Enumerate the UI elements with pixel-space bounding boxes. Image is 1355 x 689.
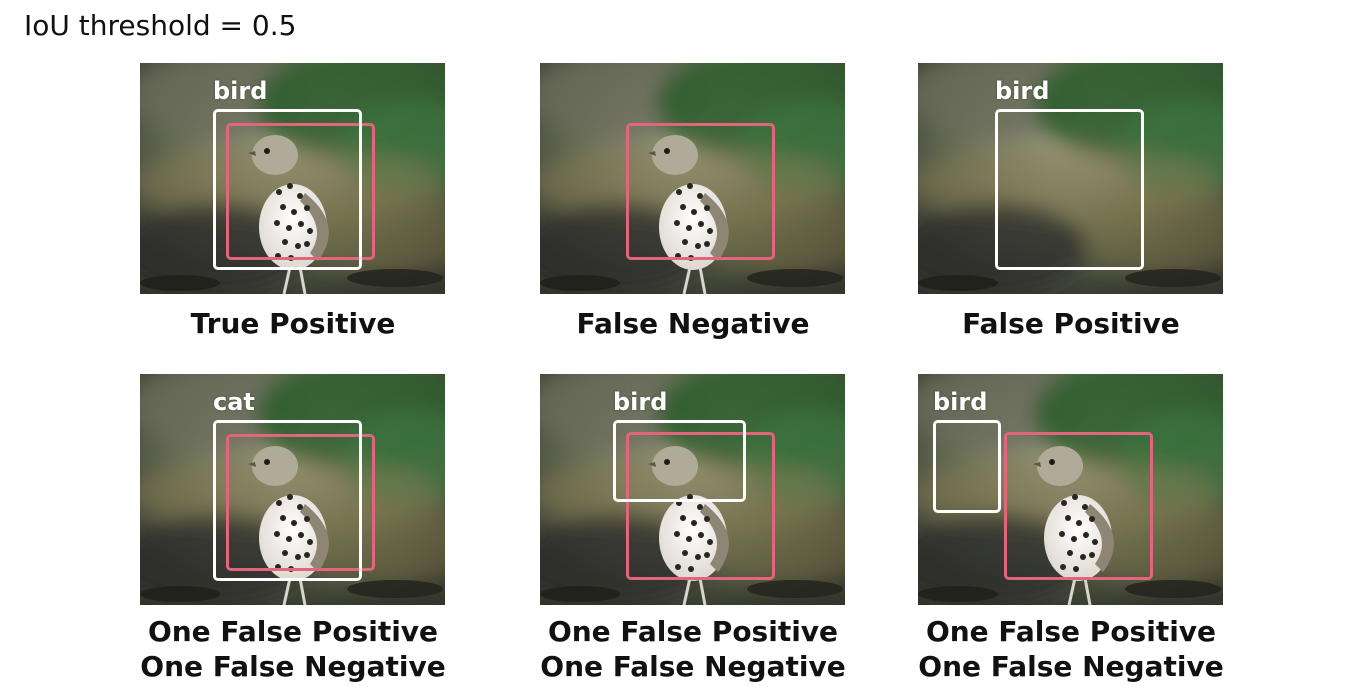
caption-line-1: One False Positive xyxy=(925,615,1217,648)
bird-photo-image xyxy=(540,63,845,294)
caption-line-1: False Negative xyxy=(576,307,810,340)
caption-line-2: One False Negative xyxy=(918,650,1224,683)
example-panel-no-overlap: bird xyxy=(918,374,1223,605)
bird-silhouette xyxy=(648,446,729,605)
example-panel-wrong-class: cat xyxy=(140,374,445,605)
bird-photo-image xyxy=(140,374,445,605)
bird-silhouette xyxy=(248,135,329,294)
bird-photo-image xyxy=(918,374,1223,605)
ground-truth-box xyxy=(626,123,775,260)
prediction-box xyxy=(213,109,362,270)
prediction-box xyxy=(933,420,1001,513)
bird-silhouette xyxy=(1033,446,1114,605)
prediction-box xyxy=(995,109,1144,270)
prediction-label: bird xyxy=(995,77,1050,105)
ground-truth-box xyxy=(626,432,775,580)
caption-line-1: False Positive xyxy=(962,307,1180,340)
caption-line-2: One False Negative xyxy=(540,650,846,683)
bird-silhouette xyxy=(248,446,329,605)
caption-false-positive: False Positive xyxy=(861,306,1281,341)
example-panel-true-positive: bird xyxy=(140,63,445,294)
prediction-box xyxy=(613,420,746,502)
caption-false-negative: False Negative xyxy=(483,306,903,341)
caption-true-positive: True Positive xyxy=(83,306,503,341)
caption-wrong-class: One False Positive One False Negative xyxy=(83,614,503,684)
page-title: IoU threshold = 0.5 xyxy=(24,9,297,42)
caption-line-1: One False Positive xyxy=(547,615,839,648)
bird-photo-image xyxy=(140,63,445,294)
prediction-label: bird xyxy=(933,388,988,416)
example-panel-false-positive: bird xyxy=(918,63,1223,294)
prediction-label: bird xyxy=(213,77,268,105)
caption-line-1: One False Positive xyxy=(147,615,439,648)
prediction-label: bird xyxy=(613,388,668,416)
ground-truth-box xyxy=(226,123,375,260)
caption-line-2: One False Negative xyxy=(140,650,446,683)
ground-truth-box xyxy=(226,434,375,571)
caption-no-overlap: One False Positive One False Negative xyxy=(861,614,1281,684)
caption-line-1: True Positive xyxy=(190,307,396,340)
prediction-label: cat xyxy=(213,388,255,416)
ground-truth-box xyxy=(1004,432,1153,580)
bird-silhouette xyxy=(648,135,729,294)
prediction-box xyxy=(213,420,362,581)
caption-low-iou: One False Positive One False Negative xyxy=(483,614,903,684)
example-panel-false-negative xyxy=(540,63,845,294)
example-panel-low-iou: bird xyxy=(540,374,845,605)
